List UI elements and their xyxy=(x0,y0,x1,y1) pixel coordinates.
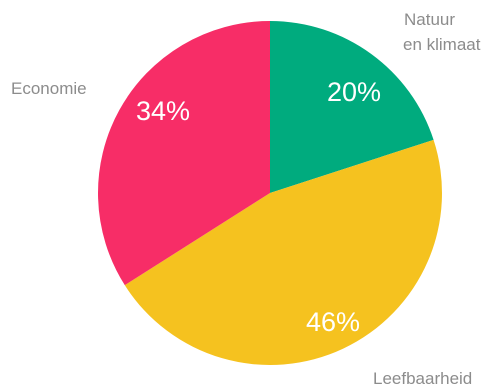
category-label-economie: Economie xyxy=(11,79,87,98)
slice-label-economie: 34% xyxy=(136,96,190,126)
pie-slice-leefbaarheid xyxy=(124,139,442,365)
slice-label-natuur-en-klimaat: 20% xyxy=(327,77,381,107)
category-label-natuur-line-2: en klimaat xyxy=(403,35,481,54)
slice-label-leefbaarheid: 46% xyxy=(306,307,360,337)
category-label-natuur-line-1: Natuur xyxy=(404,10,455,29)
pie-slice-economie xyxy=(98,21,270,286)
pie-slice-natuur-en-klimaat xyxy=(270,21,434,193)
category-label-leefbaarheid: Leefbaarheid xyxy=(373,369,472,388)
pie-slices xyxy=(98,21,442,365)
